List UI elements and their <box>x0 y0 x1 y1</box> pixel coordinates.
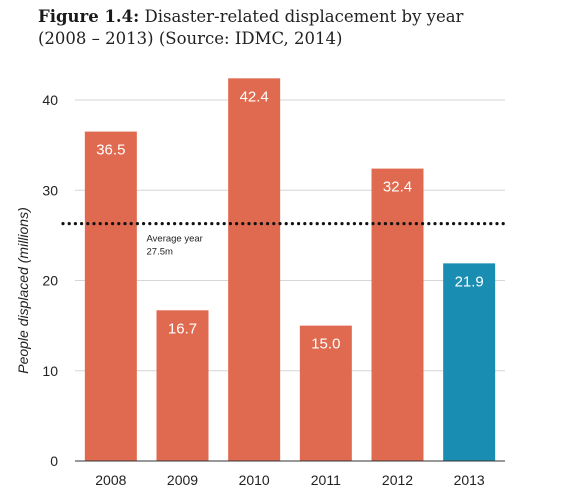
bar-value-label: 42.4 <box>240 88 269 105</box>
y-tick-label: 20 <box>42 273 58 289</box>
bar-value-label: 21.9 <box>455 273 484 290</box>
figure-title: Figure 1.4: Disaster-related displacemen… <box>38 6 538 50</box>
y-tick-label: 40 <box>42 92 58 108</box>
bar-value-label: 16.7 <box>168 320 197 337</box>
x-tick-label: 2010 <box>239 472 270 488</box>
x-tick-label: 2009 <box>167 472 198 488</box>
x-tick-label: 2012 <box>382 472 413 488</box>
y-tick-label: 30 <box>42 182 58 198</box>
x-tick-label: 2011 <box>311 472 341 488</box>
y-tick-label: 0 <box>50 453 58 469</box>
axes: 0 10 20 30 40 2008 2009 2010 2011 2012 2013 <box>42 92 505 488</box>
figure-label: Figure 1.4: <box>38 7 140 26</box>
bar-2012 <box>371 168 424 461</box>
bars: 36.5 16.7 42.4 15.0 32.4 21.9 <box>84 78 496 461</box>
gridlines <box>75 99 505 372</box>
bar-value-label: 15.0 <box>311 336 340 353</box>
average-line-group: Average year 27.5m <box>61 222 509 258</box>
bar-2013 <box>443 263 496 461</box>
figure-title-line2: (2008 – 2013) (Source: IDMC, 2014) <box>38 29 343 48</box>
y-axis-label: People displaced (millions) <box>15 207 31 374</box>
y-tick-label: 10 <box>42 363 58 379</box>
figure-title-line1: Disaster-related displacement by year <box>144 7 464 26</box>
average-label-line2: 27.5m <box>147 247 173 258</box>
bar-value-label: 32.4 <box>383 179 412 196</box>
bar-2011 <box>299 325 352 461</box>
average-label-line1: Average year <box>147 234 203 245</box>
x-tick-label: 2013 <box>454 472 485 488</box>
bar-value-label: 36.5 <box>96 142 125 159</box>
bar-2009 <box>156 310 209 461</box>
x-tick-label: 2008 <box>95 472 126 488</box>
bar-2008 <box>84 131 137 461</box>
bar-2010 <box>228 78 281 461</box>
